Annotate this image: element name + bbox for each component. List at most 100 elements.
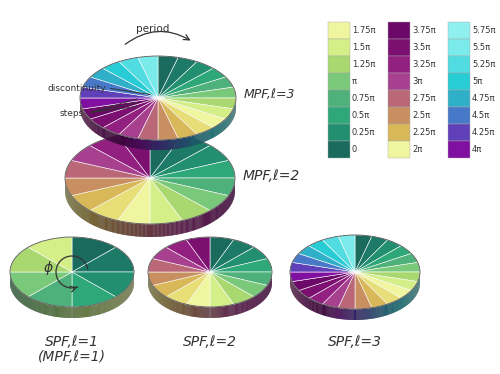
Bar xyxy=(448,124,470,141)
Text: π: π xyxy=(352,77,357,86)
Polygon shape xyxy=(125,136,126,146)
Polygon shape xyxy=(257,294,258,306)
Polygon shape xyxy=(191,305,192,316)
Polygon shape xyxy=(206,131,208,141)
Polygon shape xyxy=(157,290,158,302)
Polygon shape xyxy=(138,224,140,237)
Bar xyxy=(448,141,470,158)
Polygon shape xyxy=(196,306,197,317)
Polygon shape xyxy=(65,160,150,178)
Polygon shape xyxy=(89,210,90,224)
Polygon shape xyxy=(372,307,374,319)
Polygon shape xyxy=(388,303,390,315)
Polygon shape xyxy=(78,203,79,217)
Polygon shape xyxy=(133,138,134,148)
Polygon shape xyxy=(168,140,170,150)
Polygon shape xyxy=(338,235,355,272)
Polygon shape xyxy=(87,115,88,126)
Text: 1.5π: 1.5π xyxy=(352,43,370,52)
Polygon shape xyxy=(82,77,158,98)
Polygon shape xyxy=(229,305,230,316)
Polygon shape xyxy=(237,303,238,315)
Polygon shape xyxy=(292,272,355,291)
Polygon shape xyxy=(182,138,183,148)
Polygon shape xyxy=(45,304,46,315)
Polygon shape xyxy=(406,294,407,306)
Polygon shape xyxy=(404,296,405,307)
Polygon shape xyxy=(156,140,158,150)
Polygon shape xyxy=(323,304,324,316)
Polygon shape xyxy=(123,222,124,235)
Polygon shape xyxy=(178,221,180,234)
Polygon shape xyxy=(30,298,31,309)
Polygon shape xyxy=(223,306,224,317)
Polygon shape xyxy=(355,272,420,282)
Polygon shape xyxy=(80,87,158,98)
Bar xyxy=(388,39,410,56)
Polygon shape xyxy=(74,307,76,318)
Polygon shape xyxy=(401,298,402,309)
Polygon shape xyxy=(150,145,228,178)
Polygon shape xyxy=(66,307,68,318)
Polygon shape xyxy=(184,220,186,233)
Polygon shape xyxy=(36,301,38,312)
Polygon shape xyxy=(235,304,236,315)
Polygon shape xyxy=(210,240,254,272)
Text: 4.75π: 4.75π xyxy=(472,94,496,103)
Polygon shape xyxy=(119,98,158,139)
Polygon shape xyxy=(177,139,178,149)
Polygon shape xyxy=(317,302,318,313)
Polygon shape xyxy=(403,297,404,308)
Polygon shape xyxy=(182,220,184,234)
Polygon shape xyxy=(106,301,108,312)
Polygon shape xyxy=(134,223,136,236)
Polygon shape xyxy=(320,303,322,315)
Polygon shape xyxy=(163,295,164,306)
Polygon shape xyxy=(22,293,23,304)
Polygon shape xyxy=(193,306,194,317)
Polygon shape xyxy=(132,223,134,236)
Polygon shape xyxy=(386,304,387,316)
Polygon shape xyxy=(128,223,130,236)
Polygon shape xyxy=(168,298,169,309)
Polygon shape xyxy=(120,135,121,145)
Polygon shape xyxy=(61,306,62,318)
Text: 0: 0 xyxy=(352,145,357,154)
Polygon shape xyxy=(355,272,412,298)
Polygon shape xyxy=(24,294,25,306)
Polygon shape xyxy=(221,306,222,318)
Polygon shape xyxy=(176,301,177,313)
Polygon shape xyxy=(263,290,264,301)
Polygon shape xyxy=(116,296,117,307)
Polygon shape xyxy=(194,135,195,145)
Polygon shape xyxy=(105,301,106,313)
Polygon shape xyxy=(100,126,102,137)
Polygon shape xyxy=(204,307,206,318)
Bar xyxy=(328,39,350,56)
Polygon shape xyxy=(180,303,182,314)
Polygon shape xyxy=(148,272,210,285)
Polygon shape xyxy=(390,303,392,314)
Polygon shape xyxy=(123,135,124,146)
Polygon shape xyxy=(243,301,244,313)
Polygon shape xyxy=(177,302,178,313)
Polygon shape xyxy=(212,307,214,318)
Polygon shape xyxy=(364,309,366,320)
Polygon shape xyxy=(187,219,188,232)
Polygon shape xyxy=(256,295,257,306)
Text: 1.75π: 1.75π xyxy=(352,26,376,35)
Polygon shape xyxy=(366,308,368,319)
Text: 5.5π: 5.5π xyxy=(472,43,490,52)
Polygon shape xyxy=(208,307,210,318)
Polygon shape xyxy=(112,219,113,232)
Polygon shape xyxy=(334,307,336,318)
Polygon shape xyxy=(113,298,114,309)
Polygon shape xyxy=(195,217,196,230)
Polygon shape xyxy=(57,306,58,317)
Polygon shape xyxy=(218,205,220,218)
Polygon shape xyxy=(136,138,138,148)
Polygon shape xyxy=(139,139,140,149)
Polygon shape xyxy=(90,135,150,178)
Polygon shape xyxy=(172,139,174,149)
Polygon shape xyxy=(150,178,210,221)
